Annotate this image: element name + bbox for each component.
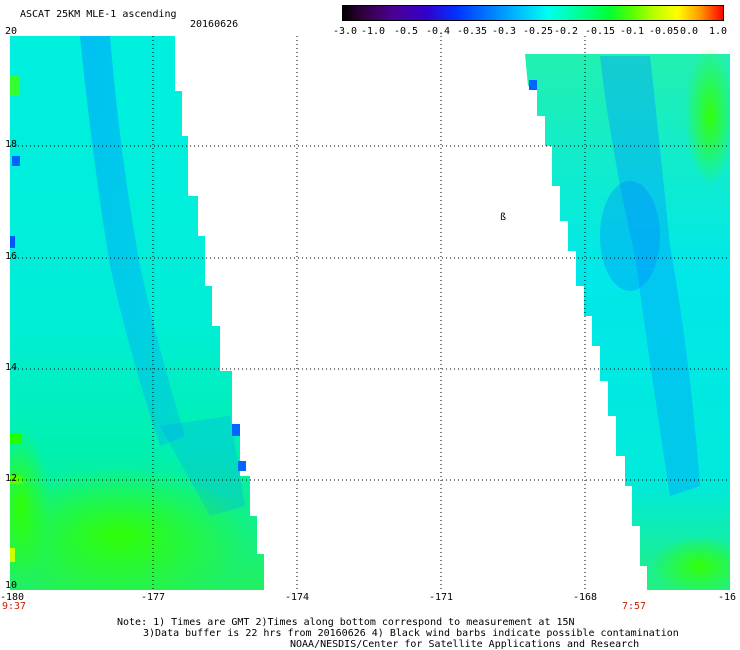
lat-label: 20 <box>5 26 18 37</box>
colorbar-tick: -1.0 <box>360 26 386 37</box>
colorbar-tick: -0.5 <box>393 26 419 37</box>
lat-label: 18 <box>5 139 18 150</box>
lon-label: -16 <box>717 592 737 603</box>
lon-label: -168 <box>572 592 598 603</box>
lon-label: -180 <box>0 592 25 603</box>
wind-map <box>10 36 730 590</box>
right-swath <box>525 54 730 590</box>
colorbar-tick: 0.0 <box>679 26 699 37</box>
colorbar-tick: -0.2 <box>553 26 579 37</box>
lon-label: -174 <box>284 592 310 603</box>
colorbar-tick: -0.05 <box>648 26 680 37</box>
lon-label: -177 <box>140 592 166 603</box>
colorbar-tick: -3.0 <box>332 26 358 37</box>
lon-label: -171 <box>428 592 454 603</box>
colorbar-tick: -0.1 <box>619 26 645 37</box>
pass-time-right: 7:57 <box>622 601 647 612</box>
lat-label: 14 <box>5 362 18 373</box>
note-line-2: 3)Data buffer is 22 hrs from 20160626 4)… <box>143 628 679 639</box>
pass-time-left: 9:37 <box>2 601 27 612</box>
colorbar-tick: 1.0 <box>708 26 728 37</box>
colorbar-tick: -0.15 <box>584 26 616 37</box>
colorbar-tick: -0.4 <box>425 26 451 37</box>
lat-label: 10 <box>5 580 18 591</box>
note-line-1: Note: 1) Times are GMT 2)Times along bot… <box>117 617 575 628</box>
note-line-3: NOAA/NESDIS/Center for Satellite Applica… <box>290 639 640 650</box>
colorbar <box>342 5 724 21</box>
plot-date: 20160626 <box>190 19 239 30</box>
colorbar-tick: -0.35 <box>456 26 488 37</box>
lat-label: 16 <box>5 251 18 262</box>
lat-label: 12 <box>5 473 18 484</box>
colorbar-tick: -0.3 <box>491 26 517 37</box>
plot-title: ASCAT 25KM MLE-1 ascending <box>20 9 177 20</box>
island-marker: ß <box>500 212 507 223</box>
colorbar-tick: -0.25 <box>522 26 554 37</box>
